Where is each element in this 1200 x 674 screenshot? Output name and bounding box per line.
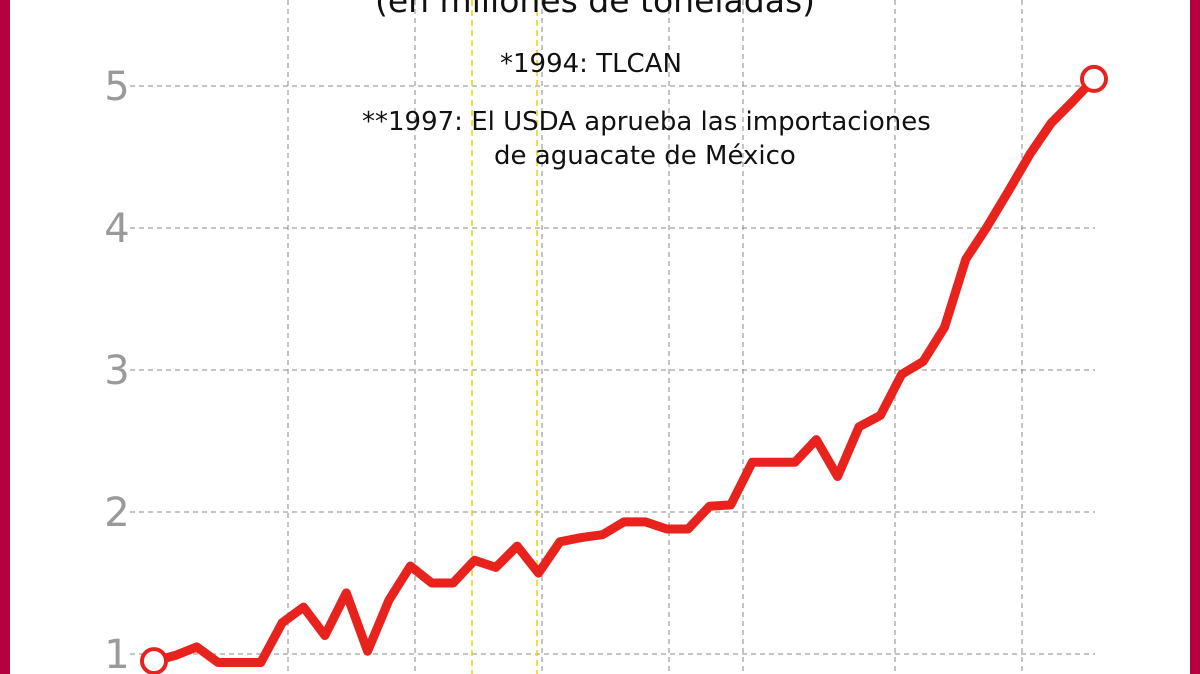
event-markers <box>471 0 538 674</box>
y-tick-label-3: 3 <box>104 348 129 394</box>
y-tick-label-1: 1 <box>104 632 129 674</box>
vertical-grid <box>287 0 1023 674</box>
right-border <box>1190 0 1200 674</box>
series-layer <box>140 64 1108 674</box>
left-border <box>0 0 10 674</box>
y-tick-label-2: 2 <box>104 490 129 536</box>
annotation-tlcan: *1994: TLCAN <box>500 49 682 79</box>
end-point-marker <box>1080 64 1108 93</box>
y-tick-label-5: 5 <box>104 64 129 110</box>
y-tick-label-4: 4 <box>104 206 129 252</box>
y-axis-ticks: 1 2 3 4 5 <box>104 64 129 674</box>
annotation-usda-line2: de aguacate de México <box>494 141 796 171</box>
annotation-usda-line1: **1997: El USDA aprueba las importacione… <box>362 107 931 137</box>
horizontal-grid <box>130 85 1095 655</box>
series-line <box>149 74 1099 667</box>
chart-subtitle: (en millones de toneladas) <box>375 0 815 20</box>
start-point-marker <box>140 647 168 674</box>
